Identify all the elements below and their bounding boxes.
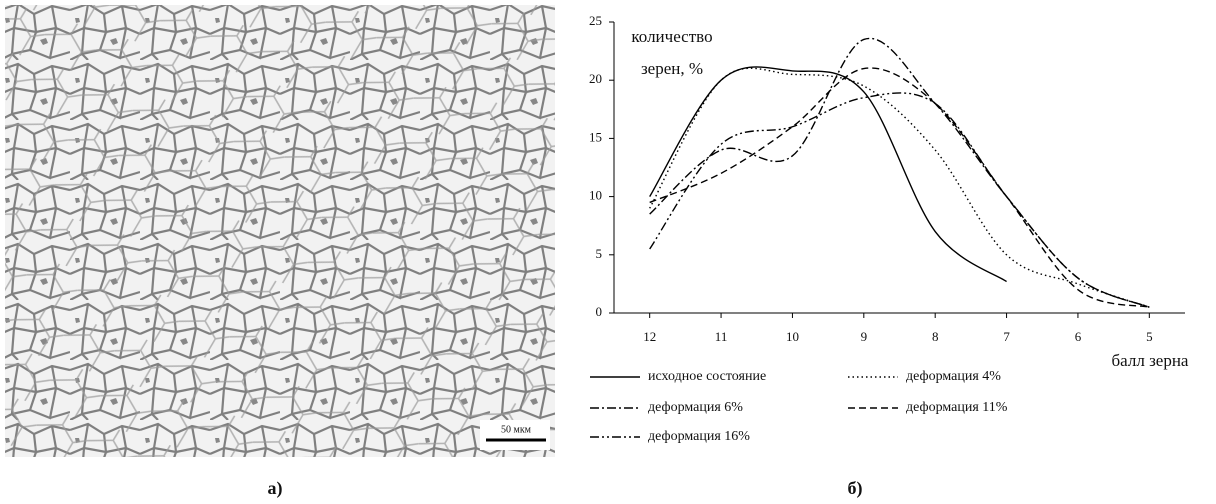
caption: б) bbox=[848, 478, 863, 499]
x-axis-label: балл зерна bbox=[1112, 351, 1189, 370]
y-tick-label: 5 bbox=[596, 246, 603, 261]
x-tick-label: 10 bbox=[786, 329, 799, 344]
y-tick-label: 0 bbox=[596, 304, 603, 319]
x-tick-label: 8 bbox=[932, 329, 939, 344]
x-tick-label: 6 bbox=[1075, 329, 1082, 344]
y-tick-label: 10 bbox=[589, 188, 602, 203]
x-tick-label: 5 bbox=[1146, 329, 1153, 344]
scale-bar-label: 50 мкм bbox=[501, 424, 532, 435]
x-tick-label: 11 bbox=[715, 329, 728, 344]
micrograph: 50 мкм bbox=[5, 5, 555, 457]
y-axis-label: зерен, % bbox=[641, 59, 703, 78]
x-tick-label: 9 bbox=[861, 329, 868, 344]
series-line bbox=[649, 67, 1150, 308]
legend-label: деформация 4% bbox=[906, 369, 1001, 384]
y-tick-label: 15 bbox=[589, 129, 602, 144]
legend-label: исходное состояние bbox=[648, 369, 766, 384]
x-tick-label: 7 bbox=[1003, 329, 1010, 344]
caption: а) bbox=[268, 478, 283, 499]
y-tick-label: 25 bbox=[589, 13, 602, 28]
series-line bbox=[649, 66, 1007, 283]
legend-label: деформация 11% bbox=[906, 400, 1008, 415]
legend-label: деформация 16% bbox=[648, 429, 750, 444]
y-tick-label: 20 bbox=[589, 71, 602, 86]
legend-label: деформация 6% bbox=[648, 400, 743, 415]
series-line bbox=[649, 37, 1150, 308]
y-axis-label: количество bbox=[631, 27, 712, 46]
series-line bbox=[649, 92, 1150, 308]
series-line bbox=[649, 67, 1150, 308]
x-tick-label: 12 bbox=[643, 329, 656, 344]
